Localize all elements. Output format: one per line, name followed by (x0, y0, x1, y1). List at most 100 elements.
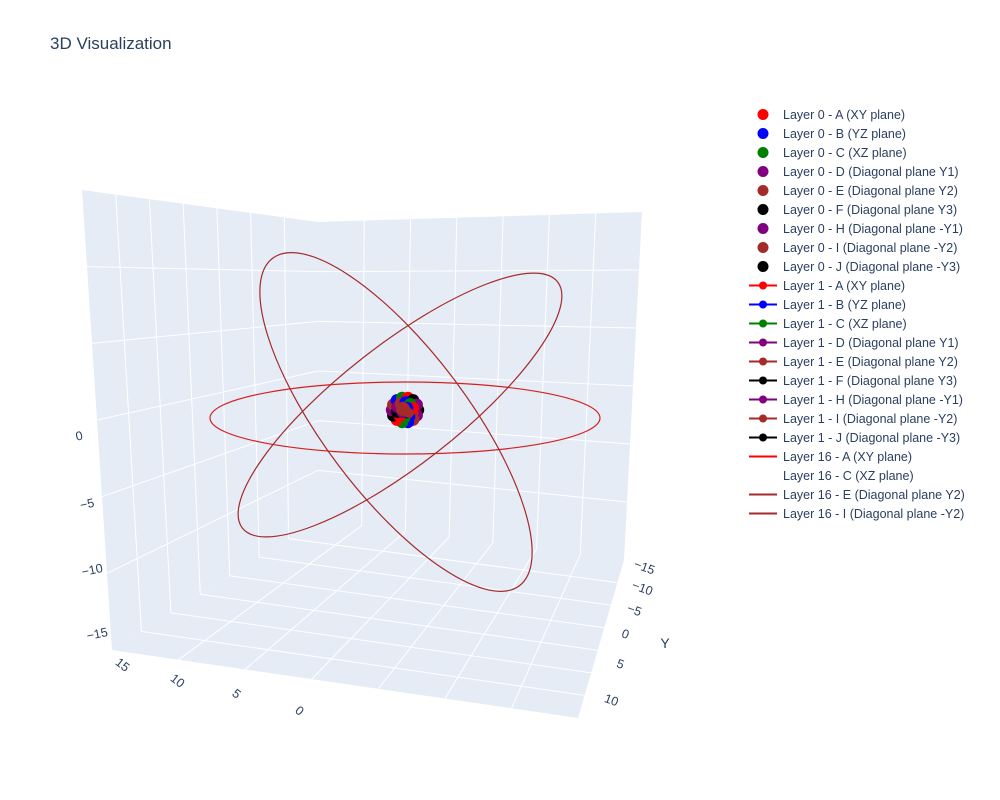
orbit-1 (209, 381, 601, 455)
center-cluster (385, 391, 425, 429)
legend-swatch (749, 433, 777, 442)
legend-item[interactable]: Layer 0 - I (Diagonal plane -Y2) (746, 238, 965, 257)
y-tick-label: 5 (615, 656, 626, 672)
legend-label: Layer 0 - C (XZ plane) (783, 145, 907, 160)
z-tick-label: −15 (85, 625, 109, 643)
legend-swatch (757, 261, 769, 272)
z-tick-label: 0 (74, 429, 84, 444)
legend-item[interactable]: Layer 16 - E (Diagonal plane Y2) (746, 485, 965, 504)
legend-label: Layer 1 - A (XY plane) (783, 278, 906, 293)
legend-swatch (757, 204, 769, 215)
legend-swatch (749, 319, 777, 328)
back-wall-right (318, 212, 642, 560)
legend-swatch (757, 223, 769, 234)
grid-line-floor (444, 548, 537, 699)
legend-marker (757, 166, 769, 177)
legend-label: Layer 1 - F (Diagonal plane Y3) (783, 373, 958, 388)
legend-marker (759, 357, 767, 366)
legend[interactable]: Layer 0 - A (XY plane) Layer 0 - B (YZ pl… (746, 105, 965, 523)
legend-item[interactable]: Layer 0 - F (Diagonal plane Y3) (746, 200, 965, 219)
y-tick-label: 10 (602, 691, 620, 709)
grid-line-floor (200, 593, 598, 651)
legend-swatch (749, 455, 777, 458)
legend-item[interactable]: Layer 1 - A (XY plane) (746, 276, 965, 295)
legend-item[interactable]: Layer 1 - E (Diagonal plane Y2) (746, 352, 965, 371)
legend-label: Layer 0 - D (Diagonal plane Y1) (783, 164, 959, 179)
legend-label: Layer 16 - C (XZ plane) (783, 468, 914, 483)
legend-label: Layer 0 - F (Diagonal plane Y3) (783, 202, 958, 217)
floor-plane (112, 520, 624, 718)
grid-line-floor (178, 525, 363, 661)
legend-item[interactable]: Layer 0 - A (XY plane) (746, 105, 965, 124)
legend-item[interactable]: Layer 16 - I (Diagonal plane -Y2) (746, 504, 965, 523)
legend-item[interactable]: Layer 0 - C (XZ plane) (746, 143, 965, 162)
legend-swatch (757, 242, 769, 253)
legend-item[interactable]: Layer 0 - D (Diagonal plane Y1) (746, 162, 965, 181)
legend-marker (759, 319, 767, 328)
legend-item[interactable]: Layer 16 - A (XY plane) (746, 447, 965, 466)
grid-line-right-horizontal (317, 469, 628, 503)
y-tick-label: −10 (630, 578, 655, 598)
grid-line-floor (141, 630, 585, 696)
legend-item[interactable]: Layer 0 - E (Diagonal plane Y2) (746, 181, 965, 200)
cluster-marker (404, 408, 414, 418)
legend-label: Layer 0 - I (Diagonal plane -Y2) (783, 240, 958, 255)
legend-label: Layer 1 - H (Diagonal plane -Y1) (783, 392, 963, 407)
legend-swatch (757, 147, 769, 158)
legend-label: Layer 1 - E (Diagonal plane Y2) (783, 354, 958, 369)
legend-marker (757, 128, 769, 139)
legend-label: Layer 0 - E (Diagonal plane Y2) (783, 183, 958, 198)
legend-item[interactable]: Layer 0 - B (YZ plane) (746, 124, 965, 143)
grid-line-right-horizontal (317, 269, 640, 273)
grid-line-floor (288, 538, 618, 584)
legend-label: Layer 1 - B (YZ plane) (783, 297, 906, 312)
x-tick-label: 0 (292, 703, 306, 718)
legend-swatch (746, 466, 780, 485)
legend-swatch (757, 109, 769, 120)
legend-label: Layer 1 - J (Diagonal plane -Y3) (783, 430, 961, 445)
y-axis-title: Y (660, 635, 670, 651)
legend-label: Layer 1 - D (Diagonal plane Y1) (783, 335, 959, 350)
grid-line-floor (170, 612, 592, 674)
legend-swatch (749, 414, 777, 423)
grid-line-left-horizontal (106, 469, 319, 574)
chart-title: 3D Visualization (50, 34, 172, 53)
legend-swatch (749, 281, 777, 290)
legend-label: Layer 1 - C (XZ plane) (783, 316, 907, 331)
legend-item[interactable]: Layer 1 - F (Diagonal plane Y3) (746, 371, 965, 390)
grid-line-floor (377, 542, 494, 690)
legend-item[interactable]: Layer 1 - D (Diagonal plane Y1) (746, 333, 965, 352)
legend-item[interactable]: Layer 0 - H (Diagonal plane -Y1) (746, 219, 965, 238)
legend-label: Layer 16 - E (Diagonal plane Y2) (783, 487, 965, 502)
legend-swatch (749, 338, 777, 347)
legend-item[interactable]: Layer 1 - H (Diagonal plane -Y1) (746, 390, 965, 409)
legend-label: Layer 0 - J (Diagonal plane -Y3) (783, 259, 961, 274)
legend-item[interactable]: Layer 1 - J (Diagonal plane -Y3) (746, 428, 965, 447)
legend-marker (757, 185, 769, 196)
legend-item[interactable]: Layer 16 - C (XZ plane) (746, 466, 965, 485)
legend-swatch (757, 185, 769, 196)
orbit-3 (237, 272, 563, 538)
legend-swatch (749, 376, 777, 385)
legend-item[interactable]: Layer 1 - C (XZ plane) (746, 314, 965, 333)
grid-line-floor (311, 536, 450, 680)
x-tick-label: 10 (168, 671, 188, 691)
legend-label: Layer 0 - A (XY plane) (783, 107, 906, 122)
legend-marker (759, 338, 767, 347)
orbit-2 (259, 252, 533, 592)
legend-marker (757, 261, 769, 272)
y-tick-label: −15 (632, 557, 657, 577)
legend-marker (757, 223, 769, 234)
legend-swatch (757, 128, 769, 139)
legend-marker (757, 109, 769, 120)
legend-marker (759, 414, 767, 423)
scene-gridlines (86, 194, 640, 709)
legend-item[interactable]: Layer 1 - I (Diagonal plane -Y2) (746, 409, 965, 428)
legend-item[interactable]: Layer 1 - B (YZ plane) (746, 295, 965, 314)
legend-swatch (757, 166, 769, 177)
grid-line-floor (244, 531, 406, 670)
legend-label: Layer 1 - I (Diagonal plane -Y2) (783, 411, 958, 426)
legend-item[interactable]: Layer 0 - J (Diagonal plane -Y3) (746, 257, 965, 276)
